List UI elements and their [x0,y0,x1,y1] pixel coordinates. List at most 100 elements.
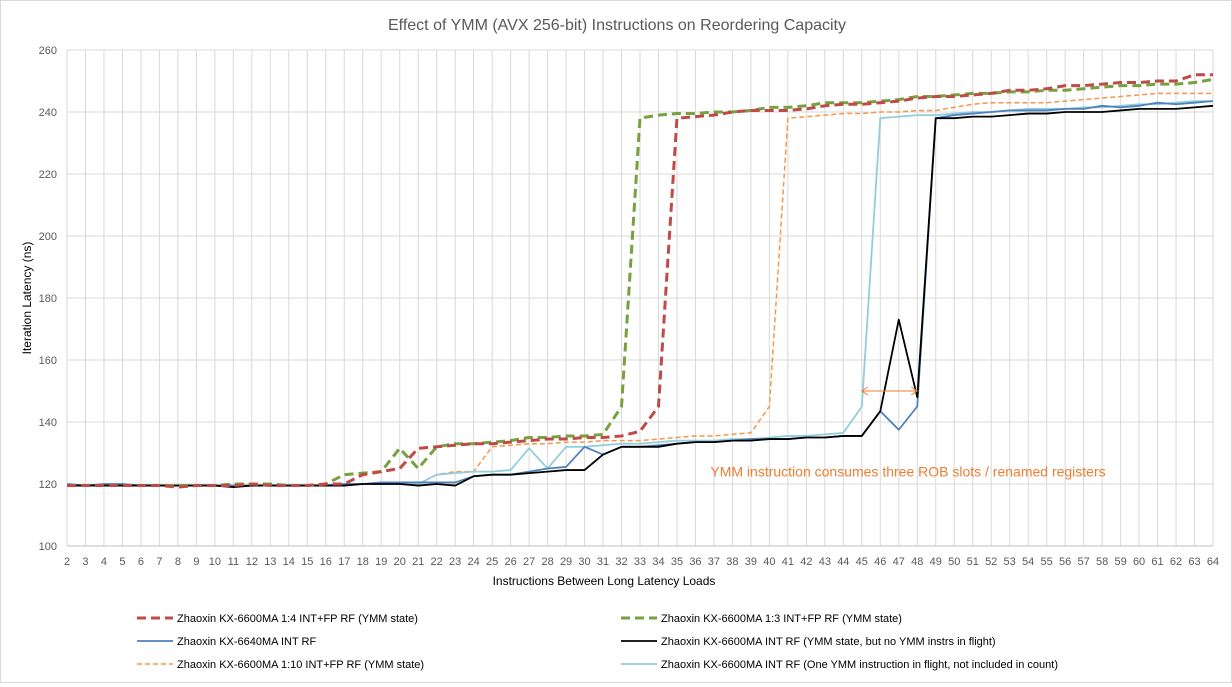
y-tick-label: 260 [39,45,57,57]
chart-title: Effect of YMM (AVX 256-bit) Instructions… [388,17,846,34]
x-tick-label: 42 [800,556,812,568]
x-tick-label: 14 [283,556,295,568]
legend-label: Zhaoxin KX-6600MA INT RF (YMM state, but… [661,636,996,648]
y-tick-label: 120 [39,479,57,491]
x-tick-label: 27 [523,556,535,568]
x-tick-label: 3 [82,556,88,568]
x-tick-label: 13 [264,556,276,568]
x-tick-label: 20 [394,556,406,568]
x-tick-label: 59 [1114,556,1126,568]
y-axis-ticks: 100 120 140 160 180 200 220 240 260 [39,45,57,553]
x-tick-label: 51 [967,556,979,568]
x-tick-label: 38 [726,556,738,568]
annotation-arrowhead-left [860,386,869,396]
x-tick-label: 61 [1151,556,1163,568]
x-tick-label: 39 [745,556,757,568]
x-tick-label: 22 [431,556,443,568]
x-tick-label: 32 [615,556,627,568]
x-tick-label: 52 [985,556,997,568]
series-line-4 [67,92,1213,487]
x-tick-label: 2 [64,556,70,568]
y-tick-label: 140 [39,417,57,429]
x-tick-label: 43 [819,556,831,568]
x-axis-title: Instructions Between Long Latency Loads [493,574,716,588]
x-tick-label: 28 [541,556,553,568]
legend-label: Zhaoxin KX-6600MA 1:4 INT+FP RF (YMM sta… [177,613,418,625]
x-tick-label: 9 [193,556,199,568]
legend-label: Zhaoxin KX-6600MA 1:10 INT+FP RF (YMM st… [177,659,424,671]
x-tick-label: 5 [119,556,125,568]
x-tick-label: 31 [597,556,609,568]
x-tick-label: 34 [652,556,664,568]
x-tick-label: 48 [911,556,923,568]
y-tick-label: 220 [39,169,57,181]
x-tick-label: 18 [357,556,369,568]
x-tick-label: 60 [1133,556,1145,568]
x-tick-label: 10 [209,556,221,568]
x-tick-label: 25 [486,556,498,568]
x-tick-label: 54 [1022,556,1034,568]
x-tick-label: 11 [228,556,239,568]
x-tick-label: 44 [837,556,849,568]
x-tick-label: 26 [504,556,516,568]
x-tick-label: 12 [246,556,258,568]
x-tick-label: 63 [1188,556,1200,568]
x-tick-label: 24 [468,556,480,568]
x-tick-label: 64 [1207,556,1219,568]
legend-label: Zhaoxin KX-6640MA INT RF [177,636,316,648]
annotation-arrowhead-right [910,386,919,396]
grid [66,49,1214,547]
legend: Zhaoxin KX-6600MA 1:4 INT+FP RF (YMM sta… [137,613,1058,671]
x-tick-label: 23 [449,556,461,568]
x-tick-label: 35 [671,556,683,568]
x-tick-label: 6 [138,556,144,568]
x-tick-label: 47 [893,556,905,568]
x-tick-label: 37 [708,556,720,568]
x-tick-label: 4 [101,556,107,568]
x-tick-label: 17 [338,556,350,568]
series-line-3 [67,104,1214,489]
y-tick-label: 240 [39,107,57,119]
legend-label: Zhaoxin KX-6600MA 1:3 INT+FP RF (YMM sta… [661,613,902,625]
y-tick-label: 100 [39,541,57,553]
y-tick-label: 180 [39,293,57,305]
x-tick-label: 21 [412,556,424,568]
x-tick-label: 19 [375,556,387,568]
x-tick-label: 36 [689,556,701,568]
x-tick-label: 41 [782,556,794,568]
x-tick-label: 40 [763,556,775,568]
x-tick-label: 53 [1004,556,1016,568]
legend-item: Zhaoxin KX-6640MA INT RF [137,636,316,648]
y-tick-label: 200 [39,231,57,243]
x-tick-label: 16 [320,556,332,568]
x-tick-label: 30 [578,556,590,568]
x-tick-label: 7 [156,556,162,568]
legend-item: Zhaoxin KX-6600MA INT RF (One YMM instru… [621,659,1058,671]
x-tick-label: 46 [874,556,886,568]
x-tick-label: 56 [1059,556,1071,568]
legend-item: Zhaoxin KX-6600MA INT RF (YMM state, but… [621,636,996,648]
x-tick-label: 45 [856,556,868,568]
y-axis-title: Iteration Latency (ns) [20,242,34,355]
series-line-0 [67,73,1213,489]
x-tick-label: 33 [634,556,646,568]
series-line-1 [67,77,1214,488]
y-tick-label: 160 [39,355,57,367]
x-tick-label: 58 [1096,556,1108,568]
x-tick-label: 8 [175,556,181,568]
x-tick-label: 50 [948,556,960,568]
legend-label: Zhaoxin KX-6600MA INT RF (One YMM instru… [661,659,1058,671]
x-tick-label: 55 [1041,556,1053,568]
legend-item: Zhaoxin KX-6600MA 1:3 INT+FP RF (YMM sta… [621,613,902,625]
x-tick-label: 15 [301,556,313,568]
x-tick-label: 62 [1170,556,1182,568]
x-tick-label: 57 [1077,556,1089,568]
x-axis-ticks: 2 3 4 5 6 7 8 9 10 11 12 13 14 15 16 17 18 19 20 21 22 23 24 25… [64,556,1219,568]
x-tick-label: 29 [560,556,572,568]
annotation: YMM instruction consumes three ROB slots… [710,386,1106,480]
annotation-text: YMM instruction consumes three ROB slots… [710,464,1105,480]
series-lines [66,73,1214,489]
legend-item: Zhaoxin KX-6600MA 1:10 INT+FP RF (YMM st… [137,659,424,671]
